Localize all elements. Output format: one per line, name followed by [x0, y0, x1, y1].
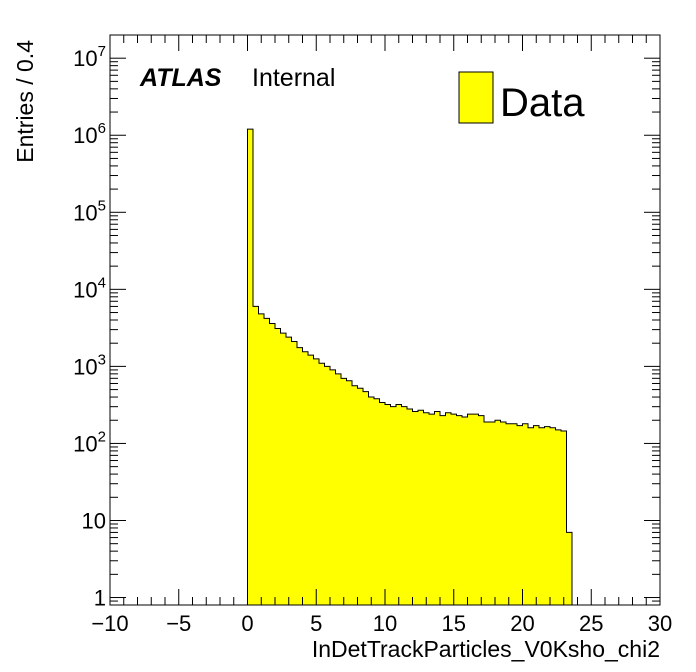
x-tick-label: 5 — [310, 611, 322, 636]
histogram-bin — [352, 385, 358, 605]
histogram-bin — [247, 129, 253, 605]
histogram-bin — [440, 415, 446, 605]
x-tick-label: 15 — [442, 611, 466, 636]
histogram-bin — [517, 425, 523, 605]
x-tick-label: 30 — [648, 611, 672, 636]
histogram-bin — [418, 410, 424, 605]
histogram-bin — [429, 414, 435, 605]
histogram-bin — [264, 318, 270, 605]
histogram-bin — [445, 412, 451, 605]
histogram-bin — [297, 347, 303, 605]
histogram-bin — [275, 328, 281, 605]
legend-label-data: Data — [500, 81, 585, 125]
histogram-bin — [506, 423, 512, 605]
histogram-bin — [511, 423, 517, 605]
x-tick-label: 20 — [510, 611, 534, 636]
y-axis-label: Entries / 0.4 — [12, 40, 38, 163]
histogram-bin — [484, 421, 490, 605]
histogram-bin — [368, 397, 374, 605]
histogram-bin — [539, 427, 545, 605]
histogram-bin — [313, 358, 319, 605]
atlas-annotation: ATLAS Internal — [139, 64, 335, 92]
x-tick-label: 25 — [579, 611, 603, 636]
histogram-bin — [456, 415, 462, 605]
x-tick-label: −10 — [91, 611, 128, 636]
histogram-bin — [566, 532, 572, 605]
axis-ticks — [109, 34, 661, 606]
histogram-bin — [357, 388, 363, 605]
histogram-bin — [308, 355, 314, 605]
histogram-bin — [330, 369, 336, 605]
y-tick-label: 105 — [73, 197, 106, 225]
histogram-bin — [319, 363, 325, 605]
y-tick-label: 1 — [94, 586, 106, 611]
histogram-bin — [555, 429, 561, 605]
plot-frame — [109, 34, 661, 606]
x-tick-label: −5 — [166, 611, 191, 636]
legend-swatch-data — [458, 71, 494, 124]
histogram-bin — [385, 404, 391, 605]
histogram-bin — [522, 423, 528, 605]
internal-label: Internal — [252, 64, 335, 92]
histogram-outline — [247, 128, 573, 605]
histogram-bin — [478, 415, 484, 605]
histogram-bin — [379, 402, 385, 605]
histogram-bin — [346, 380, 352, 605]
histogram-bin — [335, 373, 341, 605]
histogram-bin — [341, 378, 347, 605]
x-tick-label: 10 — [373, 611, 397, 636]
histogram-bin — [253, 306, 259, 605]
histogram-bin — [561, 431, 567, 605]
histogram-bin — [412, 411, 418, 605]
legend: Data — [458, 71, 585, 125]
y-tick-label: 103 — [73, 351, 106, 379]
y-tick-label: 10 — [82, 508, 106, 533]
x-tick-labels: −10 −5 0 5 10 15 20 25 30 — [91, 611, 672, 636]
histogram-bin — [434, 411, 440, 605]
x-tick-label: 0 — [241, 611, 253, 636]
histogram-bin — [390, 406, 396, 605]
histogram-bin — [286, 337, 292, 605]
histogram-bin — [396, 404, 402, 605]
histogram-bin — [550, 427, 556, 605]
histogram-bin — [528, 427, 534, 605]
histogram-bin — [473, 414, 479, 605]
y-tick-labels: 1 10 102 103 104 105 106 107 — [73, 43, 106, 610]
x-axis-label: InDetTrackParticles_V0Ksho_chi2 — [312, 636, 660, 662]
histogram-bin — [269, 323, 275, 605]
histogram-bin — [407, 408, 413, 605]
histogram-bin — [291, 341, 297, 605]
y-tick-label: 106 — [73, 120, 106, 148]
y-tick-label: 104 — [73, 274, 106, 302]
histogram-bin — [462, 417, 468, 605]
y-tick-label: 102 — [73, 428, 106, 456]
histogram-bin — [533, 425, 539, 605]
histogram-bin — [495, 420, 501, 605]
histogram-bin — [467, 414, 473, 605]
histogram-bin — [423, 412, 429, 605]
histogram-bin — [500, 421, 506, 605]
atlas-label: ATLAS — [139, 64, 222, 92]
histogram-bars — [247, 128, 573, 605]
histogram-bin — [363, 391, 369, 605]
histogram-bin — [302, 351, 308, 605]
histogram-bin — [544, 426, 550, 605]
y-tick-label: 107 — [73, 43, 106, 71]
histogram-bin — [258, 313, 264, 605]
histogram-bin — [324, 366, 330, 605]
histogram-bin — [489, 421, 495, 605]
histogram-bin — [280, 333, 286, 605]
histogram-bin — [374, 398, 380, 605]
histogram-bin — [401, 406, 407, 605]
histogram-bin — [451, 414, 457, 605]
